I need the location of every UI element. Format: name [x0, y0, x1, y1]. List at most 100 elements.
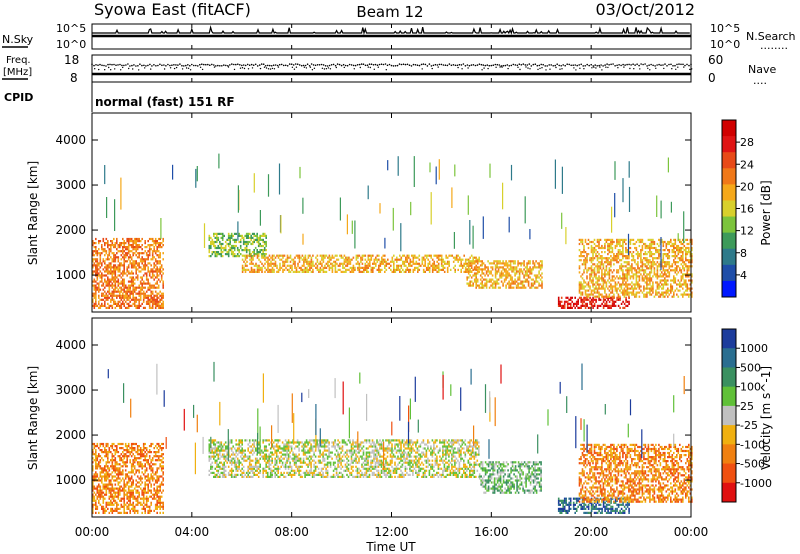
- nave-point: [93, 64, 95, 67]
- echo-cell: [595, 298, 597, 301]
- echo-cell: [95, 284, 97, 287]
- echo-cell: [424, 262, 426, 265]
- echo-cell: [643, 289, 645, 292]
- echo-cell: [563, 306, 566, 309]
- echo-cell: [138, 240, 140, 243]
- echo-cell: [114, 274, 117, 277]
- echo-cell: [92, 507, 94, 510]
- echo-cell: [466, 264, 468, 267]
- echo-cell: [557, 298, 560, 301]
- echo-cell: [306, 270, 308, 273]
- echo-cell: [227, 251, 230, 254]
- echo-cell: [145, 296, 148, 299]
- echo-cell: [424, 260, 426, 263]
- echo-cell: [122, 284, 124, 287]
- echo-cell: [530, 286, 533, 289]
- echo-cell: [116, 304, 118, 307]
- echo-cell: [99, 475, 102, 478]
- nave-point: [602, 65, 604, 67]
- echo-cell: [602, 257, 605, 260]
- echo-cell: [318, 270, 320, 273]
- echo-cell: [499, 260, 501, 263]
- echo-cell: [322, 266, 325, 269]
- echo-cell: [130, 244, 133, 247]
- echo-cell: [346, 260, 349, 263]
- echo-cell: [673, 259, 675, 262]
- echo-cell: [265, 242, 267, 246]
- echo-cell: [689, 255, 692, 258]
- echo-cell: [113, 499, 115, 502]
- echo-cell: [622, 275, 624, 278]
- freq-point: [595, 67, 597, 69]
- echo-cell: [610, 285, 612, 288]
- nave-point: [466, 64, 469, 66]
- echo-cell: [93, 491, 96, 494]
- echo-cell: [123, 296, 125, 299]
- echo-cell: [120, 258, 123, 261]
- scatter-streak: [438, 159, 440, 180]
- echo-cell: [505, 278, 507, 281]
- echo-cell: [138, 254, 140, 257]
- echo-cell: [141, 268, 143, 271]
- echo-cell: [120, 473, 123, 476]
- echo-cell: [265, 244, 267, 248]
- echo-cell: [572, 302, 575, 305]
- echo-cell: [598, 287, 600, 290]
- echo-cell: [463, 270, 465, 273]
- echo-cell: [227, 244, 230, 248]
- echo-cell: [105, 493, 108, 496]
- echo-cell: [221, 246, 224, 250]
- echo-cell: [151, 244, 154, 247]
- echo-cell: [127, 290, 130, 293]
- echo-cell: [599, 238, 602, 241]
- echo-cell: [127, 481, 130, 484]
- echo-cell: [581, 300, 584, 303]
- echo-cell: [122, 300, 124, 303]
- echo-cell: [132, 469, 134, 472]
- echo-cell: [116, 280, 118, 283]
- echo-cell: [620, 285, 623, 288]
- echo-cell: [568, 302, 570, 305]
- echo-cell: [659, 255, 662, 258]
- echo-cell: [250, 262, 253, 265]
- echo-cell: [107, 290, 109, 293]
- echo-cell: [124, 483, 127, 486]
- freq-point: [495, 66, 497, 69]
- echo-cell: [496, 270, 498, 273]
- echo-cell: [590, 293, 593, 296]
- echo-cell: [626, 255, 629, 258]
- echo-cell: [145, 282, 148, 285]
- echo-cell: [104, 270, 106, 273]
- echo-cell: [122, 250, 124, 253]
- echo-cell: [586, 295, 588, 298]
- nave-point: [233, 63, 235, 66]
- echo-cell: [509, 274, 512, 277]
- echo-cell: [357, 260, 359, 263]
- echo-cell: [151, 304, 154, 307]
- echo-cell: [632, 277, 635, 280]
- echo-cell: [647, 279, 650, 282]
- echo-cell: [147, 256, 149, 259]
- echo-cell: [267, 260, 269, 263]
- echo-cell: [375, 258, 377, 261]
- echo-cell: [122, 237, 124, 241]
- echo-cell: [122, 256, 124, 259]
- echo-cell: [608, 261, 611, 264]
- echo-cell: [129, 280, 131, 283]
- echo-cell: [479, 282, 482, 285]
- echo-cell: [638, 277, 641, 280]
- echo-cell: [584, 306, 587, 309]
- echo-cell: [132, 240, 134, 243]
- echo-cell: [475, 256, 477, 259]
- echo-cell: [139, 266, 142, 269]
- echo-cell: [517, 260, 519, 263]
- echo-cell: [267, 262, 269, 265]
- echo-cell: [622, 244, 624, 248]
- echo-cell: [521, 282, 524, 285]
- echo-cell: [113, 503, 115, 506]
- echo-cell: [529, 260, 531, 263]
- echo-cell: [126, 288, 128, 291]
- echo-cell: [616, 289, 618, 292]
- echo-cell: [256, 234, 258, 237]
- echo-cell: [330, 258, 332, 261]
